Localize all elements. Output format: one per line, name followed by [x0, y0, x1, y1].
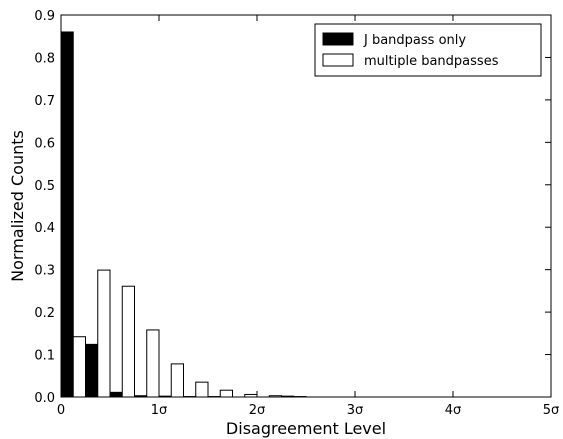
bar-multiple-bandpasses-6	[219, 389, 233, 398]
bar-j-bandpass-1	[85, 343, 99, 398]
x-axis-title: Disagreement Level	[226, 419, 386, 438]
bar-multiple-bandpasses-4	[170, 363, 184, 398]
y-tick-label: 0.3	[34, 264, 55, 279]
y-tick-label: 0.7	[34, 94, 55, 109]
x-tick-label: 0	[57, 403, 65, 418]
bar-multiple-bandpasses-1	[97, 269, 111, 398]
y-tick-label: 0.4	[34, 221, 55, 236]
bar-multiple-bandpasses-5	[195, 381, 209, 398]
bar-multiple-bandpasses-2	[121, 285, 135, 398]
bar-multiple-bandpasses-3	[146, 329, 160, 398]
x-tick-label: 4σ	[445, 403, 462, 418]
x-tick-label: 3σ	[347, 403, 364, 418]
legend: J bandpass only multiple bandpasses	[314, 23, 542, 77]
legend-label-multiple-bandpasses: multiple bandpasses	[364, 54, 499, 69]
y-tick-label: 0.5	[34, 179, 55, 194]
x-tick-label: 1σ	[151, 403, 168, 418]
plot-frame	[60, 14, 552, 398]
bar-j-bandpass-2	[109, 391, 123, 398]
x-tick-label: 5σ	[543, 403, 560, 418]
bars-layer	[60, 31, 307, 398]
bar-multiple-bandpasses-0	[72, 336, 86, 398]
bar-j-bandpass-0	[60, 31, 74, 398]
y-tick-label: 0.8	[34, 51, 55, 66]
y-tick-label: 0.9	[34, 9, 55, 24]
y-tick-label: 0.0	[34, 391, 55, 406]
y-tick-label: 0.1	[34, 349, 55, 364]
ticks-layer: 0.0 0.1 0.2 0.3 0.4 0.5 0.6 0.7 0.8 0.9 0 1σ 2σ 3σ 4σ 5…	[34, 9, 559, 418]
legend-swatch-multiple-bandpasses	[322, 53, 354, 67]
y-tick-label: 0.6	[34, 136, 55, 151]
x-tick-label: 2σ	[249, 403, 266, 418]
legend-label-j-bandpass: J bandpass only	[363, 33, 466, 48]
y-tick-label: 0.2	[34, 306, 55, 321]
legend-swatch-j-bandpass	[322, 32, 354, 46]
y-axis-title: Normalized Counts	[8, 130, 27, 282]
